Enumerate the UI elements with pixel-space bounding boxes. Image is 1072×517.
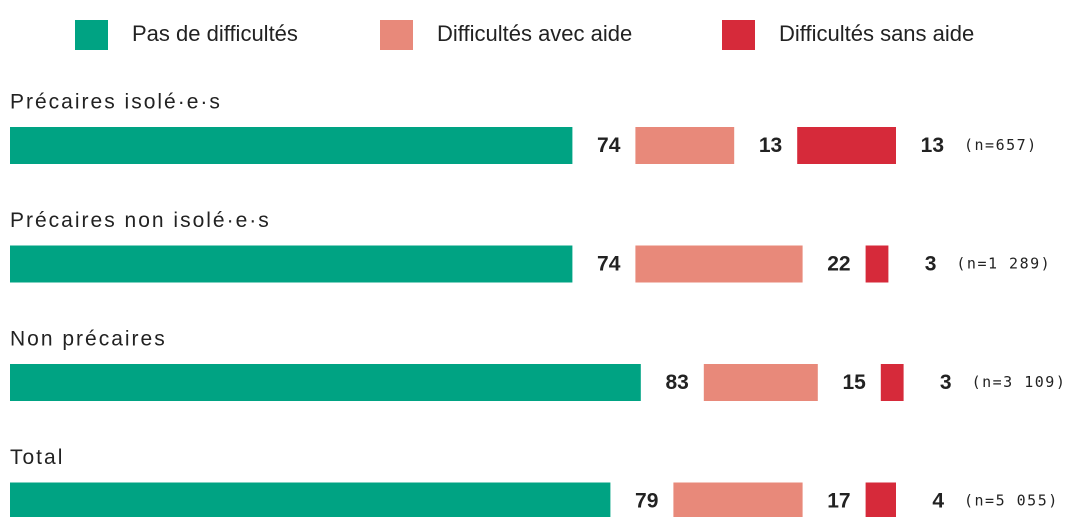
value-label: 79 (635, 490, 658, 513)
bar-segment (10, 364, 641, 401)
value-label: 74 (597, 134, 621, 157)
value-label: 74 (597, 253, 621, 276)
value-label: 3 (925, 253, 937, 276)
bar-segment (10, 245, 573, 283)
value-label: 13 (759, 134, 782, 157)
bar-segment (797, 127, 896, 164)
bar-segment (10, 127, 573, 164)
sample-size: (n=1 289) (956, 255, 1051, 273)
bar-segment (880, 364, 904, 401)
bar-segment (10, 482, 611, 517)
bar-segment (673, 482, 803, 517)
value-label: 83 (665, 371, 688, 394)
value-label: 4 (932, 490, 944, 513)
value-label: 17 (827, 490, 850, 513)
value-label: 15 (842, 371, 866, 394)
sample-size: (n=5 055) (964, 492, 1059, 510)
sample-size: (n=657) (964, 136, 1038, 154)
bar-segment (703, 364, 818, 401)
legend-swatch (380, 20, 413, 50)
value-label: 13 (921, 134, 944, 157)
legend-swatch (722, 20, 755, 50)
category-label: Total (10, 446, 64, 469)
bar-segment (635, 127, 735, 164)
category-label: Précaires non isolé·e·s (10, 209, 271, 232)
bar-segment (865, 482, 896, 517)
legend-label: Pas de difficultés (132, 21, 298, 46)
category-label: Précaires isolé·e·s (10, 91, 222, 114)
legend-label: Difficultés sans aide (779, 21, 974, 46)
legend-label: Difficultés avec aide (437, 21, 632, 46)
value-label: 22 (827, 253, 850, 276)
value-label: 3 (940, 371, 952, 394)
legend-swatch (75, 20, 108, 50)
sample-size: (n=3 109) (972, 373, 1067, 391)
bar-segment (635, 245, 803, 283)
bar-segment (865, 245, 889, 283)
category-label: Non précaires (10, 328, 167, 351)
